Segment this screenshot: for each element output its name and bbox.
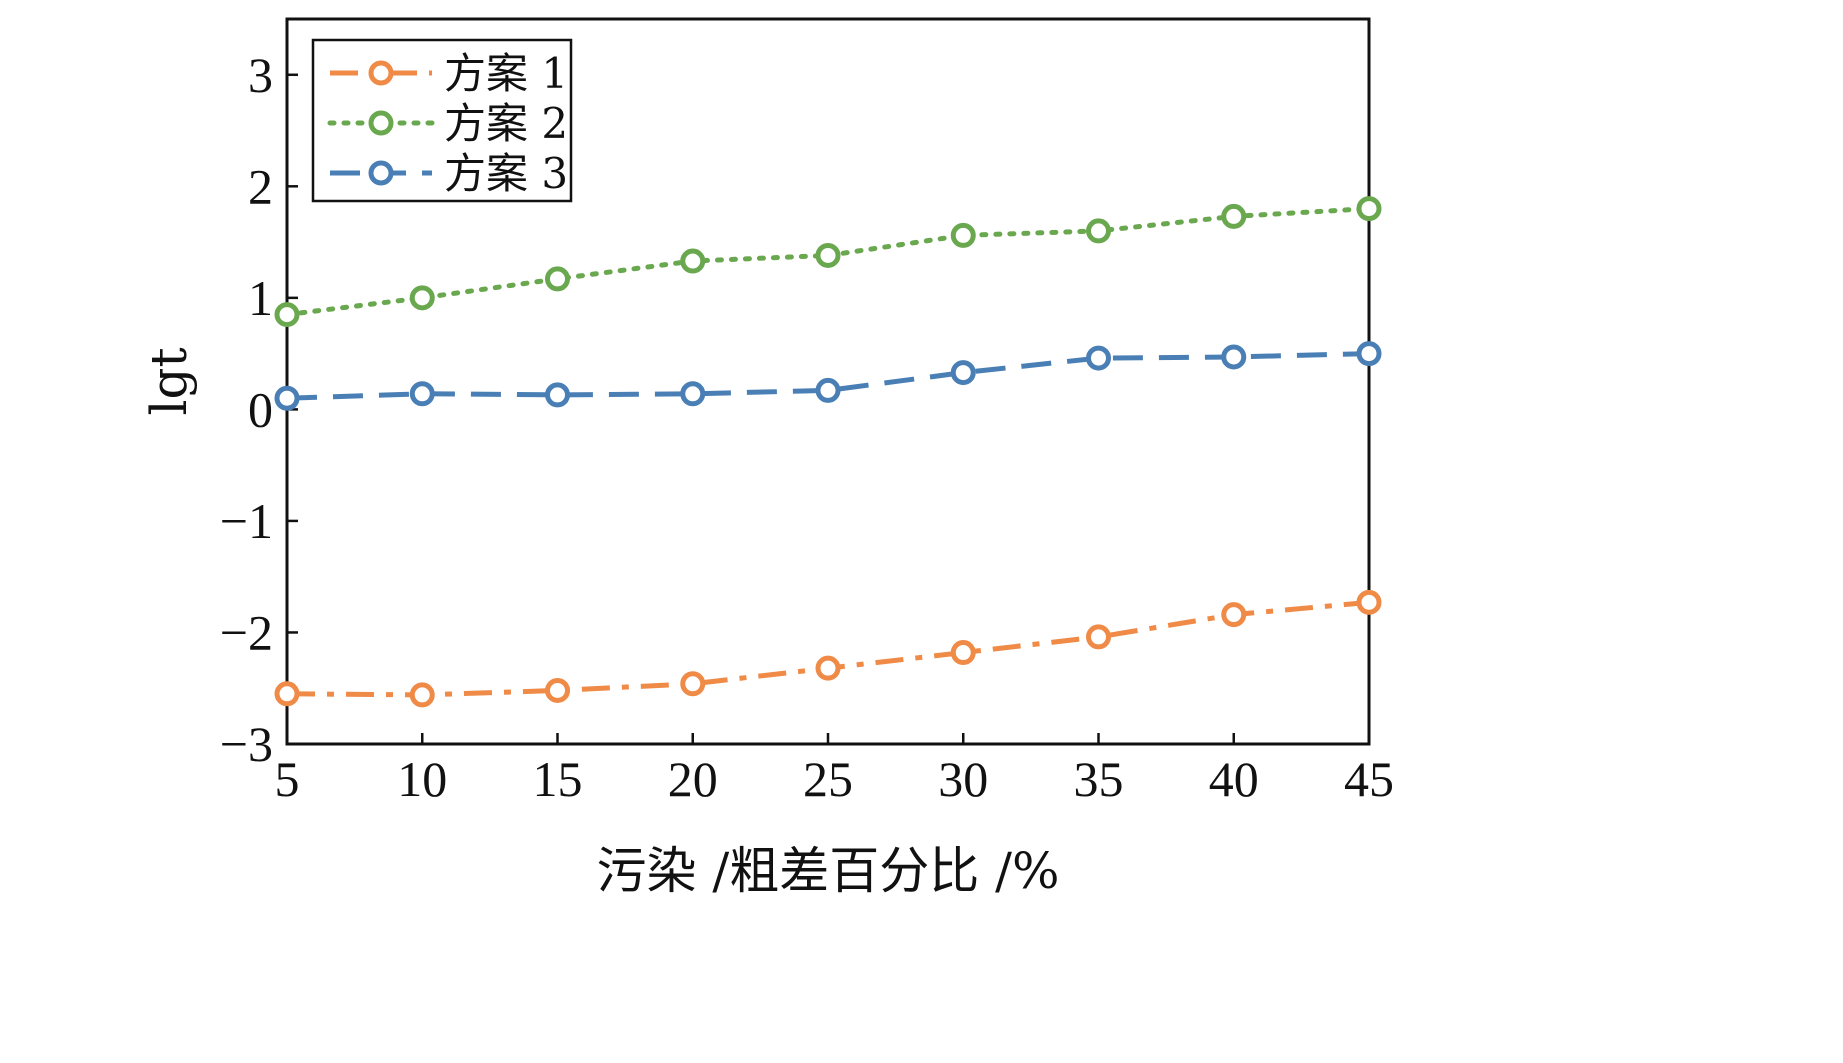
series-2-point <box>950 222 976 248</box>
series-3-point <box>545 382 570 408</box>
series-1-point <box>545 677 570 703</box>
series-1 <box>274 589 1382 708</box>
series-3-point <box>1221 344 1247 370</box>
x-tick-label: 20 <box>668 751 718 807</box>
y-tick-label: 0 <box>248 381 273 437</box>
series-2-point <box>1221 203 1247 229</box>
x-tick-label: 5 <box>275 751 300 807</box>
series-1-point <box>950 640 976 666</box>
x-tick-label: 10 <box>397 751 447 807</box>
series-1-point <box>274 681 300 707</box>
x-tick-label: 15 <box>533 751 583 807</box>
series-3-point <box>815 377 841 403</box>
y-tick-label: 1 <box>248 270 273 326</box>
series-3-point <box>950 360 976 386</box>
legend-layer: 方案 1方案 2方案 3 <box>311 38 573 203</box>
x-tick-label: 35 <box>1074 751 1124 807</box>
series-1-point <box>1221 602 1247 628</box>
legend-marker <box>368 110 394 136</box>
y-tick-label: −3 <box>220 716 273 772</box>
legend-label: 方案 2 <box>444 99 568 148</box>
series-3 <box>274 341 1382 411</box>
x-tick-label: 45 <box>1344 751 1394 807</box>
series-2-point <box>1086 218 1111 244</box>
legend-marker <box>368 60 394 86</box>
legend-label: 方案 1 <box>444 49 568 98</box>
y-tick-label: 2 <box>248 158 273 214</box>
series-1-point <box>680 671 706 697</box>
legend-item: 方案 3 <box>330 149 568 198</box>
series-layer <box>274 196 1382 708</box>
ticks-layer: 5 10 15 20 25 30 35 40 45 −3 −2 −1 0 1 2 3 <box>220 47 1394 807</box>
series-2-point <box>1356 196 1382 222</box>
series-3-point <box>1086 345 1111 371</box>
series-1-line <box>286 599 1370 698</box>
series-2 <box>274 196 1382 328</box>
series-1-point <box>1086 624 1111 650</box>
series-2-point <box>409 285 435 311</box>
series-2-point <box>545 266 570 292</box>
series-3-point <box>274 385 300 411</box>
series-2-point <box>274 302 300 328</box>
x-tick-label: 30 <box>938 751 988 807</box>
legend-marker <box>368 160 394 186</box>
series-1-point <box>409 682 435 708</box>
legend-label: 方案 3 <box>444 149 568 198</box>
y-axis-title: lgt <box>140 347 198 415</box>
series-3-point <box>1356 341 1382 367</box>
x-tick-label: 25 <box>803 751 853 807</box>
series-1-point <box>1356 589 1382 615</box>
y-tick-label: −2 <box>220 604 273 660</box>
x-axis-title: 污染 /粗差百分比 /% <box>597 842 1060 900</box>
legend-item: 方案 2 <box>327 99 568 148</box>
y-tick-label: 3 <box>248 47 273 103</box>
y-tick-label: −1 <box>220 493 273 549</box>
series-2-point <box>680 248 706 274</box>
series-3-point <box>680 381 706 407</box>
x-tick-label: 40 <box>1209 751 1259 807</box>
legend-item: 方案 1 <box>330 49 568 98</box>
series-2-point <box>815 242 841 268</box>
series-3-point <box>409 381 435 407</box>
series-3-line <box>286 351 1370 401</box>
series-1-point <box>815 655 841 681</box>
